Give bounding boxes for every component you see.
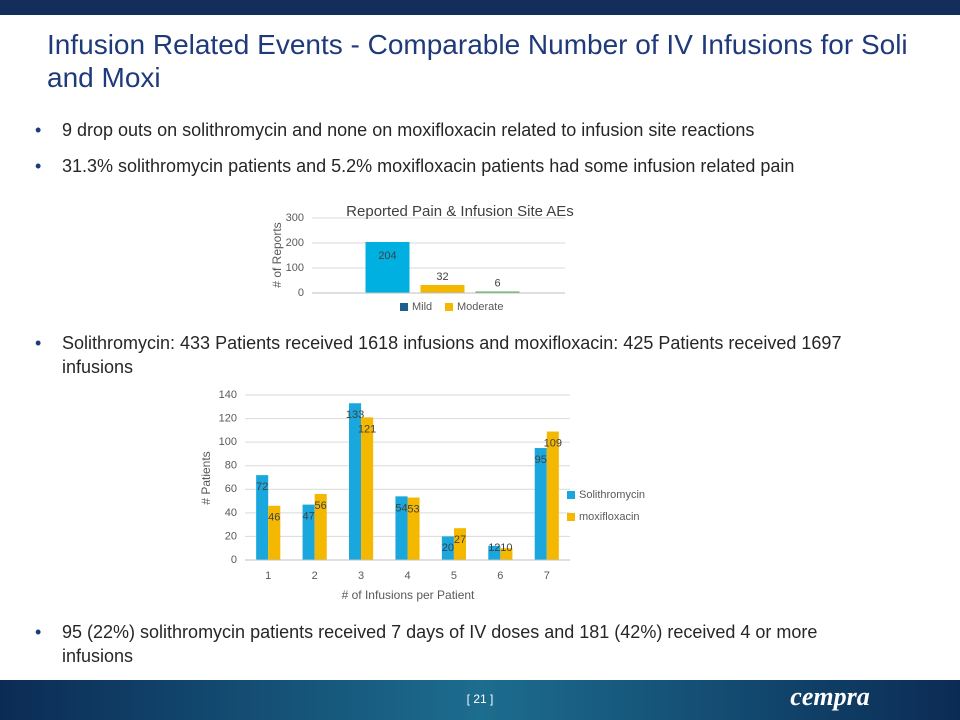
bar <box>256 475 269 560</box>
data-label: 46 <box>268 512 280 524</box>
data-label: 95 <box>535 454 547 466</box>
bar <box>268 505 281 560</box>
legend-label: Solithromycin <box>579 489 645 501</box>
legend-label: Moderate <box>457 301 503 313</box>
x-tick-label: 7 <box>544 570 550 582</box>
y-tick-label: 60 <box>225 483 237 495</box>
y-tick-label: 140 <box>219 389 237 401</box>
data-label: 54 <box>395 502 407 514</box>
data-label: 56 <box>315 500 327 512</box>
bar <box>453 528 466 560</box>
legend-swatch <box>567 513 575 521</box>
bullet: Solithromycin: 433 Patients received 161… <box>35 331 892 379</box>
bullet: 95 (22%) solithromycin patients received… <box>35 620 892 668</box>
bar <box>500 548 513 560</box>
legend-label: moxifloxacin <box>579 511 640 523</box>
bar <box>314 494 327 560</box>
bar <box>534 448 547 560</box>
bar <box>395 496 408 560</box>
legend-swatch <box>400 303 408 311</box>
data-label: 10 <box>500 542 512 554</box>
y-tick-label: 0 <box>231 554 237 566</box>
bullet: 9 drop outs on solithromycin and none on… <box>35 118 892 142</box>
y-tick-label: 100 <box>219 436 237 448</box>
bar <box>488 545 501 560</box>
logo: cempra <box>790 682 869 711</box>
y-axis-label: # Patients <box>199 451 213 504</box>
x-tick-label: 6 <box>497 570 503 582</box>
slide-title: Infusion Related Events - Comparable Num… <box>47 29 908 93</box>
bar <box>302 504 315 560</box>
data-label: 121 <box>358 423 376 435</box>
y-tick-label: 200 <box>286 237 304 249</box>
bar <box>420 285 465 293</box>
data-label: 20 <box>442 542 454 554</box>
bar <box>546 431 559 560</box>
x-tick-label: 3 <box>358 570 364 582</box>
bar <box>365 242 410 293</box>
bar <box>361 417 374 560</box>
legend-swatch <box>567 491 575 499</box>
x-tick-label: 5 <box>451 570 457 582</box>
bar <box>349 403 362 560</box>
x-tick-label: 1 <box>265 570 271 582</box>
data-label: 32 <box>436 271 448 283</box>
data-label: 109 <box>544 437 562 449</box>
bar <box>407 497 420 560</box>
legend-label: Mild <box>412 301 432 313</box>
top-band <box>0 0 960 15</box>
x-tick-label: 4 <box>404 570 410 582</box>
page-number: [ 21 ] <box>467 692 494 706</box>
data-label: 204 <box>378 250 396 262</box>
y-tick-label: 120 <box>219 412 237 424</box>
y-tick-label: 80 <box>225 460 237 472</box>
y-tick-label: 100 <box>286 262 304 274</box>
y-axis-label: # of Reports <box>270 222 284 287</box>
data-label: 47 <box>302 511 314 523</box>
y-tick-label: 0 <box>298 287 304 299</box>
bar <box>475 291 520 293</box>
y-tick-label: 300 <box>286 212 304 224</box>
x-tick-label: 2 <box>312 570 318 582</box>
chart-title: Reported Pain & Infusion Site AEs <box>346 203 574 220</box>
legend-swatch <box>445 303 453 311</box>
data-label: 6 <box>494 277 500 289</box>
y-tick-label: 40 <box>225 507 237 519</box>
bar <box>441 536 454 560</box>
y-tick-label: 20 <box>225 530 237 542</box>
footer-band <box>0 680 960 720</box>
data-label: 72 <box>256 481 268 493</box>
x-axis-label: # of Infusions per Patient <box>342 588 475 602</box>
data-label: 53 <box>407 503 419 515</box>
data-label: 27 <box>454 534 466 546</box>
data-label: 133 <box>346 409 364 421</box>
data-label: 12 <box>488 542 500 554</box>
bullet: 31.3% solithromycin patients and 5.2% mo… <box>35 154 892 178</box>
